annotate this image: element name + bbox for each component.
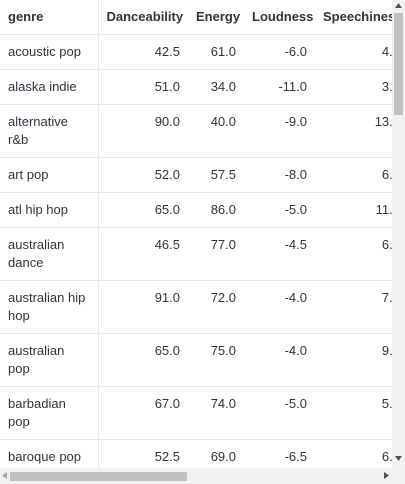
vertical-scroll-thumb[interactable] — [394, 13, 403, 115]
value-cell: 65.0 — [98, 192, 188, 228]
value-cell: -9.0 — [244, 104, 315, 158]
value-cell: 91.0 — [98, 280, 188, 334]
scroll-right-arrow[interactable] — [384, 472, 389, 479]
value-cell: 51.0 — [98, 69, 188, 105]
value-cell: 57.5 — [188, 157, 244, 193]
scroll-up-arrow[interactable] — [395, 3, 402, 8]
table-row: alternative r&b90.040.0-9.013.0 — [0, 104, 392, 158]
value-cell: 52.0 — [98, 157, 188, 193]
column-header: Loudness — [244, 0, 315, 35]
scroll-down-arrow[interactable] — [395, 456, 402, 461]
value-cell: 13.0 — [315, 104, 392, 158]
genre-cell: alternative r&b — [0, 104, 99, 158]
genre-cell: barbadian pop — [0, 386, 99, 440]
genre-cell: australian dance — [0, 227, 99, 281]
column-header: genre — [0, 0, 99, 35]
value-cell: 6.0 — [315, 157, 392, 193]
value-cell: 9.0 — [315, 333, 392, 387]
column-header: Speechiness — [315, 0, 392, 35]
value-cell: 40.0 — [188, 104, 244, 158]
value-cell: 90.0 — [98, 104, 188, 158]
value-cell: 74.0 — [188, 386, 244, 440]
table: genre Danceability Energy Loudness Speechine… — [0, 0, 392, 468]
value-cell: -6.0 — [244, 34, 315, 70]
value-cell: 4.0 — [315, 34, 392, 70]
genre-cell: australian pop — [0, 333, 99, 387]
value-cell: 52.5 — [98, 439, 188, 468]
value-cell: 67.0 — [98, 386, 188, 440]
value-cell: -4.0 — [244, 280, 315, 334]
genre-cell: art pop — [0, 157, 99, 193]
value-cell: -11.0 — [244, 69, 315, 105]
value-cell: 69.0 — [188, 439, 244, 468]
value-cell: 72.0 — [188, 280, 244, 334]
value-cell: 6.5 — [315, 439, 392, 468]
value-cell: 3.0 — [315, 69, 392, 105]
genre-cell: atl hip hop — [0, 192, 99, 228]
column-header: Danceability — [98, 0, 188, 35]
value-cell: 11.0 — [315, 192, 392, 228]
value-cell: -4.0 — [244, 333, 315, 387]
value-cell: -8.0 — [244, 157, 315, 193]
value-cell: 65.0 — [98, 333, 188, 387]
value-cell: 75.0 — [188, 333, 244, 387]
genre-cell: acoustic pop — [0, 34, 99, 70]
genre-cell: alaska indie — [0, 69, 99, 105]
value-cell: 6.0 — [315, 227, 392, 281]
value-cell: 5.0 — [315, 386, 392, 440]
value-cell: -4.5 — [244, 227, 315, 281]
horizontal-scroll-thumb[interactable] — [10, 472, 187, 481]
value-cell: 77.0 — [188, 227, 244, 281]
value-cell: 86.0 — [188, 192, 244, 228]
value-cell: 34.0 — [188, 69, 244, 105]
scroll-left-arrow[interactable] — [2, 472, 7, 479]
vertical-scrollbar[interactable] — [392, 0, 405, 468]
value-cell: -5.0 — [244, 192, 315, 228]
value-cell: -5.0 — [244, 386, 315, 440]
horizontal-scrollbar[interactable] — [0, 468, 392, 484]
value-cell: 7.0 — [315, 280, 392, 334]
value-cell: 61.0 — [188, 34, 244, 70]
column-header: Energy — [188, 0, 244, 35]
value-cell: -6.5 — [244, 439, 315, 468]
header-row: genre Danceability Energy Loudness Speechine… — [0, 0, 392, 35]
genre-cell: baroque pop — [0, 439, 99, 468]
value-cell: 42.5 — [98, 34, 188, 70]
value-cell: 46.5 — [98, 227, 188, 281]
genre-cell: australian hip hop — [0, 280, 99, 334]
data-grid: genre Danceability Energy Loudness Speechine… — [0, 0, 392, 468]
scroll-corner — [392, 468, 405, 484]
